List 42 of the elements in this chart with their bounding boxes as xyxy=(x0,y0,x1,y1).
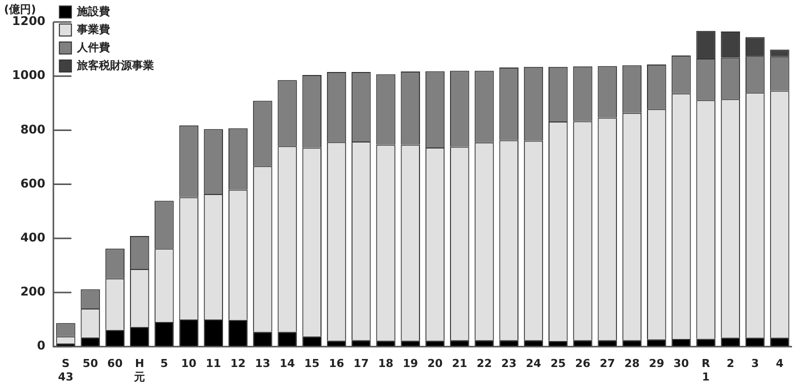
x-tick-label: 2 xyxy=(726,357,734,370)
x-tick-label: 15 xyxy=(304,357,320,370)
y-tick-label: 800 xyxy=(20,122,46,136)
x-tick-label: 26 xyxy=(575,357,591,370)
x-tick-label: 60 xyxy=(107,357,123,370)
x-tick-label: 22 xyxy=(476,357,492,370)
x-tick-label: 13 xyxy=(255,357,270,370)
x-tick-label: 28 xyxy=(624,357,640,370)
x-tick-label: 21 xyxy=(452,357,468,370)
x-tick-label: 24 xyxy=(526,357,542,370)
y-tick-label: 200 xyxy=(20,284,46,299)
x-tick-label: 14 xyxy=(280,357,296,370)
y-axis-title: (億円) xyxy=(4,2,36,16)
legend-label: 施設費 xyxy=(76,4,110,18)
y-tick-label: 1200 xyxy=(12,14,46,28)
y-tick-label: 400 xyxy=(20,230,46,245)
x-tick-label: R 1 xyxy=(702,357,711,384)
x-tick-label: 19 xyxy=(402,357,418,370)
y-tick-label: 0 xyxy=(37,338,46,353)
x-tick-label: 23 xyxy=(501,357,517,370)
x-tick-label: 16 xyxy=(328,357,345,370)
x-tick-label: 20 xyxy=(427,357,444,370)
x-tick-label: 30 xyxy=(674,357,690,370)
legend-label: 事業費 xyxy=(76,22,110,36)
legend-label: 旅客税財源事業 xyxy=(76,58,154,72)
x-tick-label: 50 xyxy=(82,357,98,370)
y-tick-label: 600 xyxy=(20,176,46,190)
x-tick-label: H 元 xyxy=(133,357,146,384)
x-tick-label: 12 xyxy=(230,357,246,370)
x-tick-label: 27 xyxy=(600,357,616,370)
x-tick-label: 11 xyxy=(206,357,222,370)
x-tick-label: 25 xyxy=(550,357,566,370)
x-tick-label: 18 xyxy=(378,357,394,370)
x-tick-label: 29 xyxy=(648,357,664,370)
x-tick-label: 17 xyxy=(353,357,369,370)
x-tick-label: 10 xyxy=(181,357,197,370)
x-tick-label: 4 xyxy=(776,357,784,370)
y-tick-label: 1000 xyxy=(12,68,46,82)
x-tick-label: S 43 xyxy=(58,357,74,384)
x-tick-label: 5 xyxy=(160,357,168,370)
x-tick-label: 3 xyxy=(751,357,759,370)
legend-label: 人件費 xyxy=(76,40,110,54)
